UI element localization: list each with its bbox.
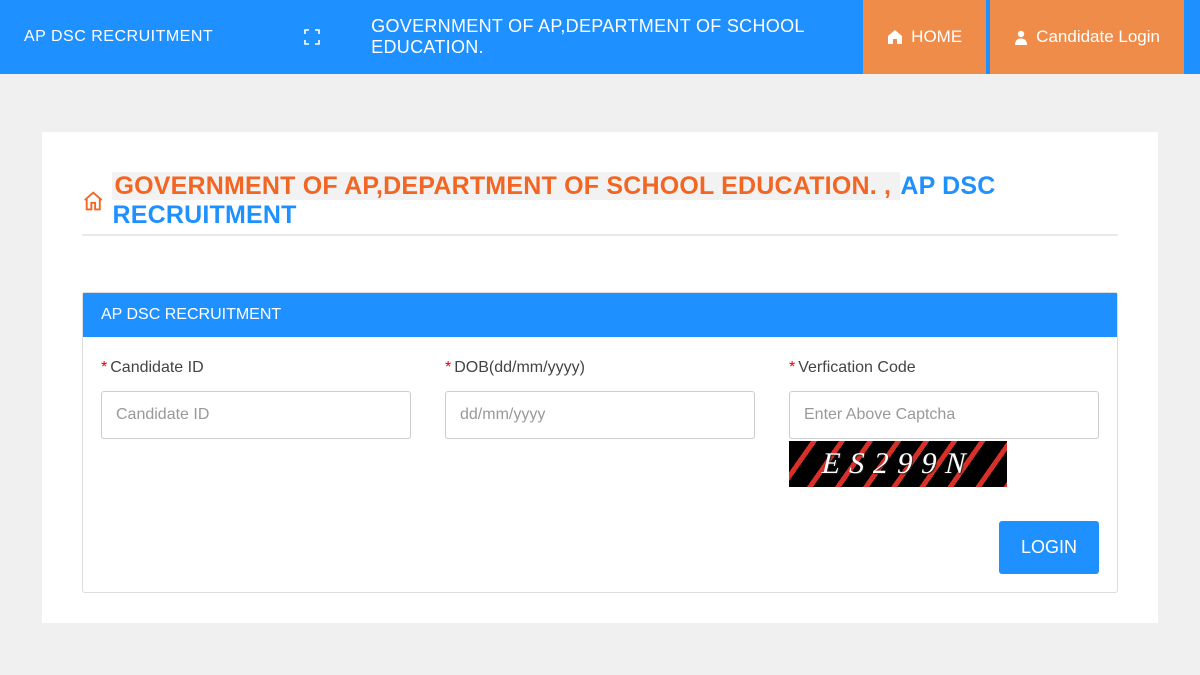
heading-part1: GOVERNMENT OF AP,DEPARTMENT OF SCHOOL ED… (112, 172, 900, 200)
home-icon (887, 29, 903, 45)
page-title: GOVERNMENT OF AP,DEPARTMENT OF SCHOOL ED… (82, 172, 1118, 236)
panel-body: *Candidate ID *DOB(dd/mm/yyyy) *Verficat… (83, 337, 1117, 592)
dob-label-text: DOB(dd/mm/yyyy) (454, 359, 585, 376)
button-row: LOGIN (101, 521, 1099, 574)
main-card: GOVERNMENT OF AP,DEPARTMENT OF SCHOOL ED… (42, 132, 1158, 623)
captcha-text: ES299N (821, 447, 975, 481)
captcha-image: ES299N (789, 441, 1007, 487)
expand-icon[interactable] (303, 28, 321, 46)
page-heading: GOVERNMENT OF AP,DEPARTMENT OF SCHOOL ED… (112, 172, 1118, 230)
form-row: *Candidate ID *DOB(dd/mm/yyyy) *Verficat… (101, 359, 1099, 487)
dob-label: *DOB(dd/mm/yyyy) (445, 359, 755, 377)
candidate-id-group: *Candidate ID (101, 359, 411, 487)
navbar-title: GOVERNMENT OF AP,DEPARTMENT OF SCHOOL ED… (371, 16, 859, 58)
home-button-label: HOME (911, 27, 962, 47)
verification-input[interactable] (789, 391, 1099, 439)
navbar-brand: AP DSC RECRUITMENT (24, 28, 213, 46)
home-outline-icon (82, 189, 104, 213)
login-button[interactable]: LOGIN (999, 521, 1099, 574)
candidate-login-label: Candidate Login (1036, 27, 1160, 47)
navbar: AP DSC RECRUITMENT GOVERNMENT OF AP,DEPA… (0, 0, 1200, 74)
page-wrapper: GOVERNMENT OF AP,DEPARTMENT OF SCHOOL ED… (0, 74, 1200, 623)
verification-label: *Verfication Code (789, 359, 1099, 377)
dob-input[interactable] (445, 391, 755, 439)
panel-header: AP DSC RECRUITMENT (83, 293, 1117, 337)
candidate-id-input[interactable] (101, 391, 411, 439)
verification-label-text: Verfication Code (798, 359, 915, 376)
home-button[interactable]: HOME (863, 0, 986, 74)
dob-group: *DOB(dd/mm/yyyy) (445, 359, 755, 487)
candidate-id-label: *Candidate ID (101, 359, 411, 377)
verification-group: *Verfication Code ES299N (789, 359, 1099, 487)
candidate-id-label-text: Candidate ID (110, 359, 203, 376)
user-icon (1014, 29, 1028, 45)
candidate-login-button[interactable]: Candidate Login (990, 0, 1184, 74)
login-panel: AP DSC RECRUITMENT *Candidate ID *DOB(dd… (82, 292, 1118, 593)
